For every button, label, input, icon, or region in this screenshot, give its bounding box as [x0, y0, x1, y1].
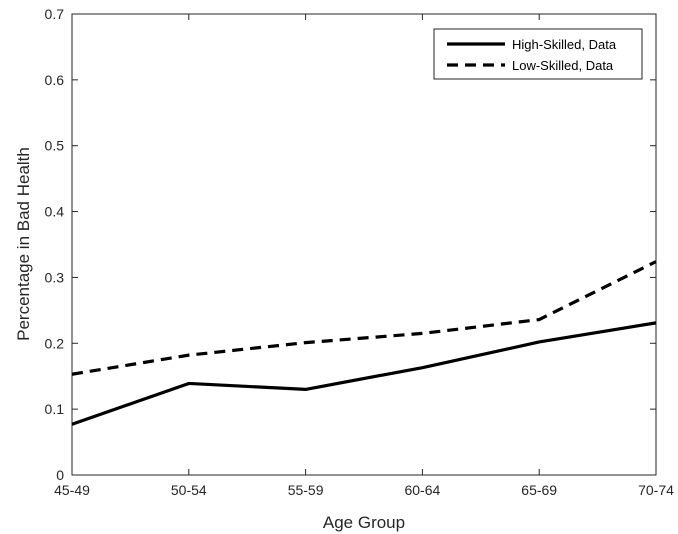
x-axis-title: Age Group — [323, 513, 405, 532]
x-tick-label: 70-74 — [638, 482, 674, 498]
y-axis-ticks: 0 0.1 0.2 0.3 0.4 0.5 0.6 0.7 — [45, 6, 656, 483]
y-tick-label: 0.6 — [45, 72, 65, 88]
y-axis-title: Percentage in Bad Health — [14, 147, 33, 341]
y-tick-label: 0 — [56, 467, 64, 483]
x-tick-label: 45-49 — [54, 482, 90, 498]
x-tick-label: 60-64 — [404, 482, 440, 498]
y-tick-label: 0.1 — [45, 401, 65, 417]
high-skilled-series-line — [71, 321, 657, 426]
y-tick-label: 0.7 — [45, 6, 65, 22]
x-tick-label: 50-54 — [171, 482, 207, 498]
y-tick-label: 0.5 — [45, 138, 65, 154]
plot-area — [71, 13, 657, 476]
low-skilled-series-line — [71, 260, 657, 376]
legend: High-Skilled, Data Low-Skilled, Data — [433, 28, 643, 80]
series-lines — [71, 260, 657, 426]
legend-label: Low-Skilled, Data — [512, 58, 614, 73]
y-tick-label: 0.2 — [45, 335, 65, 351]
x-axis-ticks: 45-49 50-54 55-59 60-64 65-69 70-74 — [54, 14, 674, 498]
x-tick-label: 65-69 — [521, 482, 557, 498]
legend-box — [433, 28, 643, 80]
x-tick-label: 55-59 — [288, 482, 324, 498]
y-tick-label: 0.4 — [45, 204, 65, 220]
y-tick-label: 0.3 — [45, 269, 65, 285]
legend-label: High-Skilled, Data — [512, 37, 617, 52]
